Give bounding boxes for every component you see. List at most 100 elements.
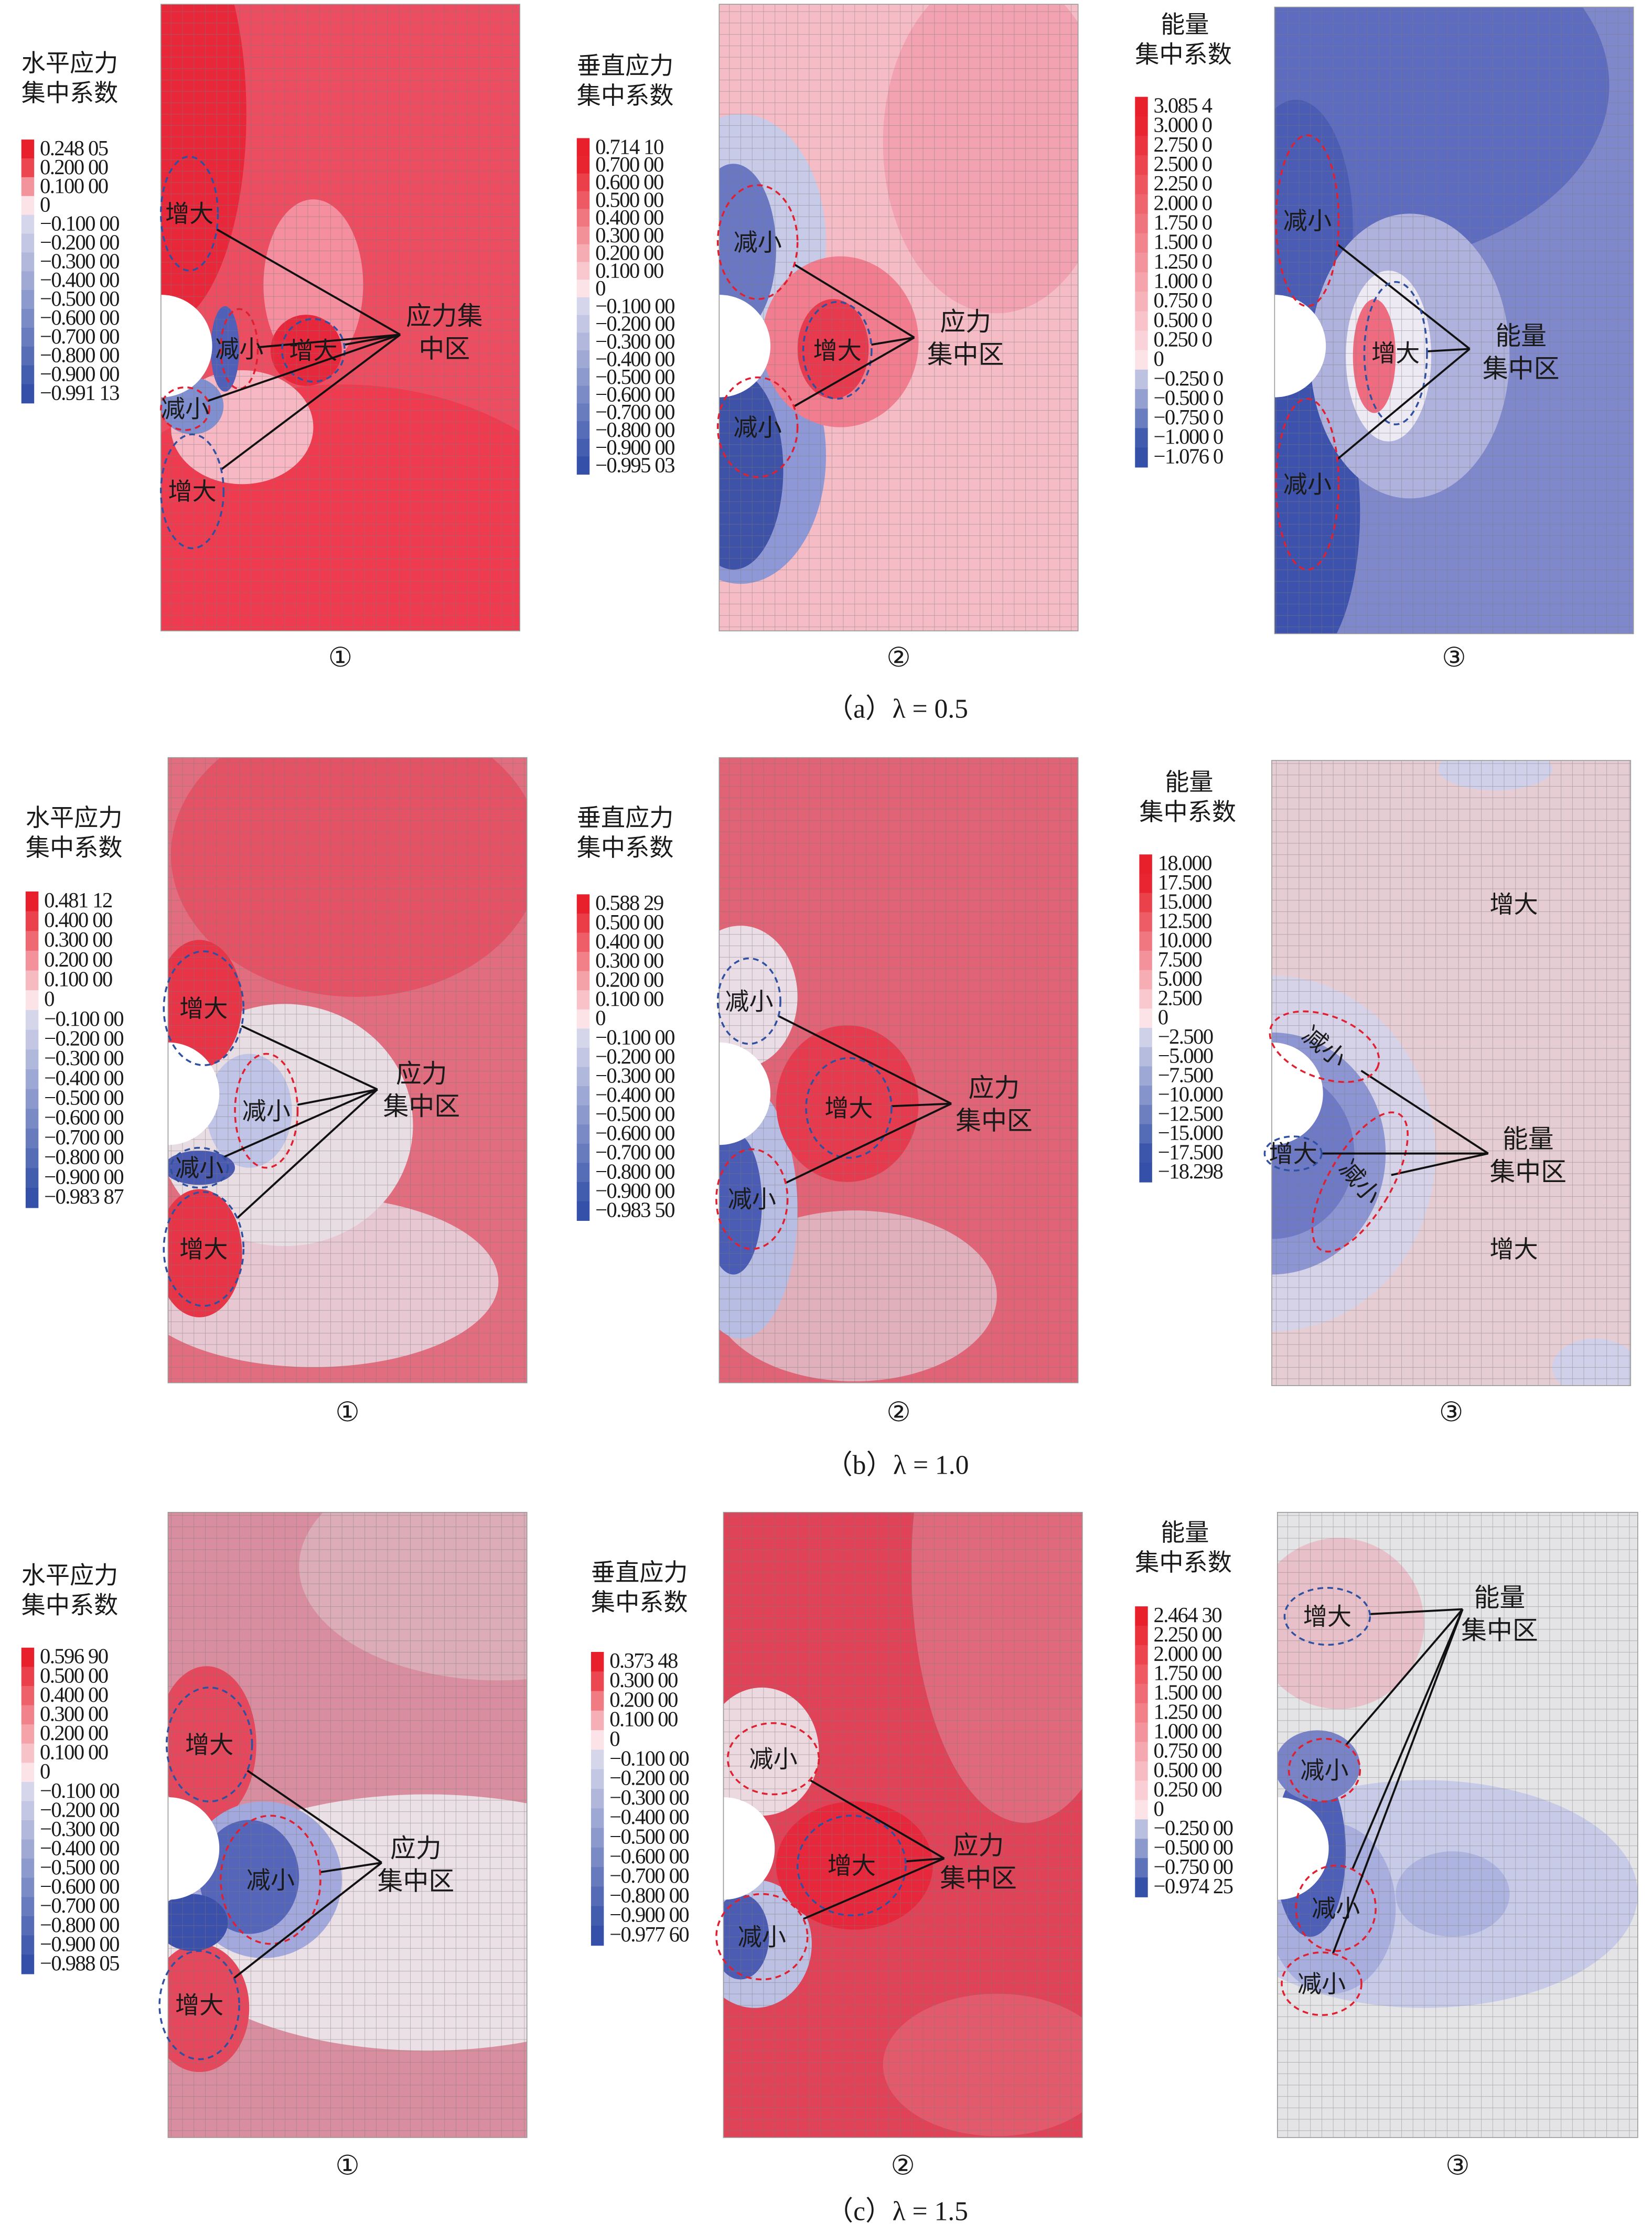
leader-line	[891, 1102, 952, 1108]
legend-title-line: 集中系数	[1139, 799, 1236, 825]
legend-color-band	[21, 1743, 35, 1764]
legend-tick-label: −0.200 00	[595, 312, 674, 336]
zone-label-line: 应力	[953, 1831, 1004, 1860]
zone-label-line: 集中区	[927, 340, 1004, 369]
legend-color-band	[591, 1828, 604, 1848]
dashed-ring-blue	[160, 155, 219, 272]
legend-tick-label: −0.800 00	[40, 1913, 119, 1937]
contour-plot	[1277, 1512, 1638, 2138]
legend-tick-label: −2.500	[1158, 1025, 1213, 1048]
legend-color-band	[1135, 175, 1148, 195]
dashed-ring-blue	[1363, 281, 1428, 425]
dashed-ring-red	[1275, 134, 1340, 307]
leader-line	[236, 1088, 378, 1219]
legend-color-band	[1139, 989, 1152, 1010]
plot-border	[718, 757, 1079, 1383]
legend-color-band	[576, 138, 590, 156]
legend-color-band	[1139, 893, 1152, 913]
region-label: 增大	[289, 337, 337, 364]
legend-color-band	[1135, 428, 1148, 448]
legend-color-band	[1139, 1008, 1152, 1028]
dashed-ring-red	[1269, 1010, 1380, 1083]
legend-tick-label: 0.100 00	[40, 174, 108, 198]
legend-tick-label: 0.600 00	[595, 170, 663, 194]
contour-panel: 能量集中系数18.00017.50015.00012.50010.0007.50…	[1139, 760, 1632, 1427]
zone-label-line: 集中区	[378, 1866, 455, 1895]
tunnel-opening	[168, 1797, 220, 1900]
legend-color-band	[591, 1671, 604, 1692]
legend-tick-label: −0.200 00	[44, 1027, 123, 1050]
legend-tick-label: −0.100 00	[40, 1779, 119, 1802]
legend-color-band	[1135, 369, 1148, 390]
region-label: 增大	[1489, 892, 1538, 918]
legend-tick-label: 17.500	[1158, 871, 1211, 894]
legend-color-band	[21, 271, 35, 291]
plot-border	[167, 1512, 528, 2138]
region-label: 减小	[733, 414, 781, 441]
legend-color-band	[1135, 292, 1148, 312]
legend-tick-label: 2.500	[1158, 986, 1202, 1010]
legend-tick-label: 0	[40, 1759, 50, 1783]
legend-color-band	[1135, 1761, 1148, 1781]
legend-tick-label: 0.250 0	[1154, 327, 1212, 351]
leader-line	[223, 1088, 378, 1158]
legend-tick-label: −0.991 13	[40, 381, 119, 404]
legend-color-band	[576, 894, 590, 914]
legend-tick-label: −17.500	[1158, 1140, 1223, 1164]
dashed-ring-red	[1281, 1951, 1363, 2016]
dashed-ring-red	[220, 308, 259, 390]
legend-tick-label: 0	[1158, 1005, 1168, 1029]
dashed-ring-red	[234, 1053, 299, 1169]
legend-color-band	[576, 368, 590, 387]
leader-line	[216, 228, 401, 336]
legend-tick-label: −0.700 00	[40, 1894, 119, 1917]
legend-tick-label: −1.000 0	[1154, 425, 1223, 448]
legend-tick-label: −10.000	[1158, 1082, 1223, 1106]
legend-tick-label: 0.500 00	[595, 910, 663, 934]
legend-title-line: 水平应力	[22, 50, 119, 77]
legend-color-band	[1135, 1819, 1148, 1840]
legend-color-band	[21, 327, 35, 347]
legend-tick-label: 0.100 00	[609, 1708, 678, 1731]
legend-color-band	[21, 290, 35, 309]
dashed-ring-blue	[160, 433, 225, 550]
legend-color-band	[1135, 1645, 1148, 1665]
zone-label-line: 应力	[940, 307, 991, 336]
legend-tick-label: 10.000	[1158, 928, 1211, 952]
legend-tick-label: −0.900 00	[609, 1903, 689, 1927]
legend-color-band	[576, 1201, 590, 1221]
legend-tick-label: 1.500 0	[1154, 230, 1212, 254]
legend-tick-label: 2.250 0	[1154, 171, 1212, 195]
legend-color-band	[1139, 854, 1152, 874]
legend-tick-label: −0.400 00	[595, 1083, 674, 1107]
legend-title-line: 集中系数	[22, 1592, 119, 1619]
legend-color-band	[591, 1926, 604, 1946]
legend-color-band	[1139, 931, 1152, 951]
legend-color-band	[25, 1109, 39, 1129]
legend-tick-label: 5.000	[1158, 967, 1202, 991]
legend-color-band	[591, 1730, 604, 1751]
contour-plot	[723, 1512, 1082, 2138]
zone-label-line: 中区	[419, 335, 470, 363]
dashed-ring-blue	[716, 957, 781, 1045]
legend-color-band	[21, 177, 35, 197]
legend-tick-label: 0.400 00	[595, 206, 663, 229]
panel-number: ①	[335, 1398, 359, 1427]
legend-title-line: 集中系数	[1135, 1549, 1232, 1576]
leader-line	[233, 1862, 382, 1979]
dashed-ring-blue	[1283, 1587, 1371, 1646]
legend-color-band	[576, 1028, 590, 1048]
legend-color-band	[591, 1867, 604, 1887]
zone-label-line: 集中区	[1461, 1616, 1538, 1645]
legend-tick-label: −0.974 25	[1154, 1874, 1233, 1898]
legend-color-band	[576, 227, 590, 245]
legend-title-line: 集中系数	[22, 80, 119, 106]
legend-color-band	[576, 385, 590, 404]
legend-color-band	[591, 1808, 604, 1829]
legend-color-band	[576, 280, 590, 298]
legend-color-band	[1139, 1027, 1152, 1048]
legend-color-band	[576, 244, 590, 263]
legend-tick-label: 0.500 0	[1154, 308, 1212, 331]
